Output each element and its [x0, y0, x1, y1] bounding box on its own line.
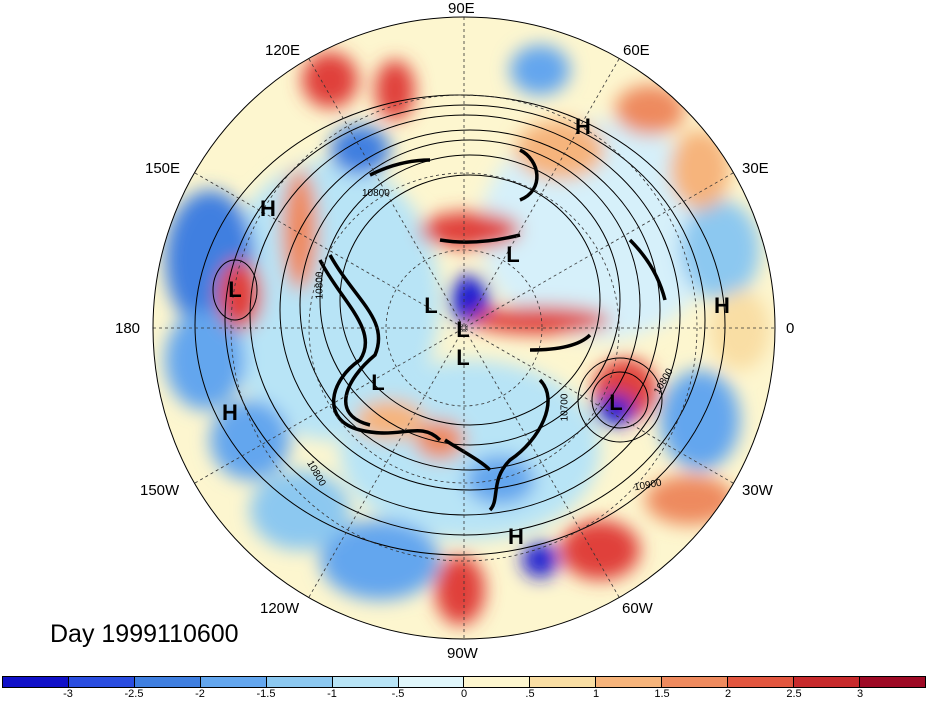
- contour-label: 10800: [362, 188, 390, 199]
- colorbar-swatch: [266, 677, 333, 687]
- colorbar-tick-label: 1.5: [654, 688, 670, 700]
- lon-label-60w: 60W: [622, 600, 653, 617]
- colorbar-tick-label: -3: [63, 688, 73, 700]
- low-pressure-center: L: [228, 277, 242, 302]
- contour-label: 10700: [559, 393, 571, 422]
- colorbar-swatch: [530, 677, 597, 687]
- high-pressure-center: H: [575, 114, 591, 139]
- colorbar-swatch: [794, 677, 860, 687]
- high-pressure-center: H: [260, 196, 276, 221]
- high-pressure-center: H: [222, 400, 238, 425]
- colorbar-swatch: [3, 677, 69, 687]
- colorbar-swatch: [662, 677, 729, 687]
- lon-label-120w: 120W: [260, 600, 300, 617]
- low-pressure-center: L: [609, 390, 623, 415]
- low-pressure-center: L: [424, 293, 438, 318]
- colorbar-tick-label: 2.5: [786, 688, 802, 700]
- colorbar-swatch: [134, 677, 201, 687]
- colorbar-tick-label: -2: [195, 688, 205, 700]
- lon-label-90w: 90W: [447, 645, 478, 662]
- colorbar-swatch: [728, 677, 795, 687]
- low-pressure-center: L: [456, 317, 470, 342]
- lon-label-150w: 150W: [140, 482, 180, 499]
- low-pressure-center: L: [371, 370, 385, 395]
- colorbar-tick-label: 3: [856, 688, 864, 700]
- lon-label-120e: 120E: [265, 42, 301, 59]
- colorbar-swatch: [68, 677, 135, 687]
- colorbar: [2, 676, 926, 688]
- lon-label-90e: 90E: [448, 0, 475, 17]
- colorbar-tick-label: 0: [460, 688, 468, 700]
- lon-label-180: 180: [115, 320, 141, 337]
- low-pressure-center: L: [506, 242, 520, 267]
- colorbar-swatch: [200, 677, 267, 687]
- low-pressure-center: L: [456, 345, 470, 370]
- colorbar-swatch: [398, 677, 465, 687]
- lon-label-30w: 30W: [742, 482, 773, 499]
- contour-label: 10800: [314, 271, 326, 300]
- colorbar-tick-label: -1: [327, 688, 337, 700]
- jet-contours: [318, 148, 667, 512]
- high-pressure-center: H: [508, 524, 524, 549]
- lon-label-0: 0: [786, 320, 795, 337]
- lon-label-60e: 60E: [623, 42, 650, 59]
- anomaly-field: [153, 17, 775, 639]
- colorbar-swatch: [464, 677, 531, 687]
- colorbar-tick-label: 2: [724, 688, 732, 700]
- colorbar-swatch: [332, 677, 399, 687]
- height-contours: [194, 94, 726, 556]
- colorbar-tick-label: -.5: [391, 688, 405, 700]
- colorbar-swatch: [596, 677, 663, 687]
- map-title: Day 1999110600: [50, 620, 239, 648]
- high-pressure-center: H: [714, 293, 730, 318]
- lon-label-150e: 150E: [145, 160, 181, 177]
- colorbar-tick-label: -1.5: [256, 688, 276, 700]
- colorbar-tick-label: 1: [592, 688, 600, 700]
- colorbar-tick-label: -2.5: [124, 688, 144, 700]
- colorbar-tick-label: .5: [525, 688, 535, 700]
- colorbar-swatch: [859, 677, 925, 687]
- lon-label-30e: 30E: [742, 160, 769, 177]
- graticule: [153, 17, 775, 639]
- map-border: [152, 16, 776, 640]
